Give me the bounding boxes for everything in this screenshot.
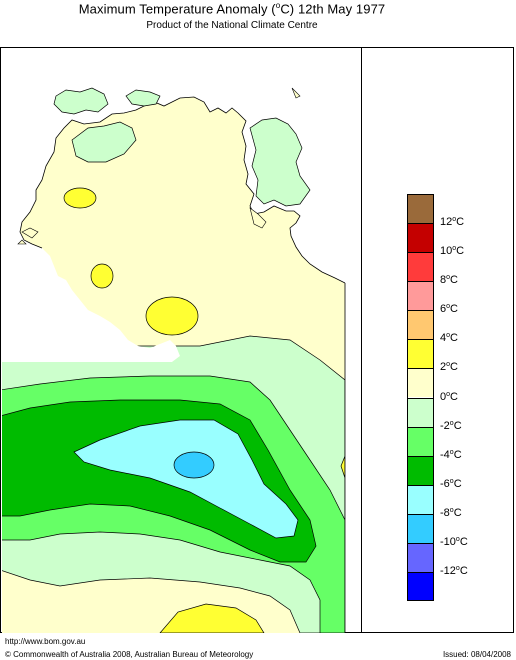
legend-swatch — [407, 542, 434, 572]
legend-swatch — [407, 368, 434, 398]
footer-issued-date: Issued: 08/04/2008 — [442, 650, 511, 659]
footer-url[interactable]: http://www.bom.gov.au — [5, 637, 86, 646]
legend-swatch — [407, 252, 434, 282]
legend-tick-label: 6oC — [440, 303, 458, 316]
footer-copyright: © Commonwealth of Australia 2008, Austra… — [5, 650, 254, 659]
map-title: Maximum Temperature Anomaly (oC) 12th Ma… — [78, 1, 386, 17]
legend-swatch — [407, 339, 434, 369]
legend-tick-label: -2oC — [440, 419, 462, 432]
legend-swatch — [407, 281, 434, 311]
legend-tick-label: -12oC — [440, 564, 468, 577]
anomaly-core-minus10 — [173, 451, 215, 479]
legend-tick-label: 12oC — [440, 216, 465, 229]
frame-divider — [361, 47, 362, 633]
anomaly-band-minus8 — [73, 419, 299, 539]
warm-pocket-3 — [145, 296, 199, 336]
legend-tick-label: -4oC — [440, 448, 462, 461]
anomaly-coast-patch-nw — [71, 121, 137, 163]
map-subtitle: Product of the National Climate Centre — [146, 20, 318, 31]
island-melville — [53, 87, 109, 115]
legend-tick-label: -6oC — [440, 477, 462, 490]
legend-tick-label: 0oC — [440, 390, 458, 403]
legend-tick-label: -8oC — [440, 506, 462, 519]
temperature-anomaly-map — [2, 87, 346, 633]
legend-swatch — [407, 571, 434, 601]
land-region — [2, 97, 345, 633]
legend-swatch — [407, 194, 434, 224]
legend-swatch — [407, 223, 434, 253]
legend-tick-label: 2oC — [440, 361, 458, 374]
legend-swatch — [407, 484, 434, 514]
legend-swatch — [407, 397, 434, 427]
island-bathurst — [125, 89, 161, 107]
legend-swatch — [407, 426, 434, 456]
legend-swatch — [407, 310, 434, 340]
warm-pocket-east — [340, 455, 345, 479]
legend-tick-label: 4oC — [440, 332, 458, 345]
legend-swatch — [407, 455, 434, 485]
island-groote-area — [249, 117, 311, 207]
legend-tick-label: 10oC — [440, 245, 465, 258]
warm-pocket-south — [159, 603, 265, 633]
warm-pocket-2 — [90, 263, 114, 289]
legend-swatch — [407, 513, 434, 543]
legend-tick-label: 8oC — [440, 274, 458, 287]
legend-tick-label: -10oC — [440, 535, 468, 548]
warm-pocket-1 — [63, 187, 97, 209]
